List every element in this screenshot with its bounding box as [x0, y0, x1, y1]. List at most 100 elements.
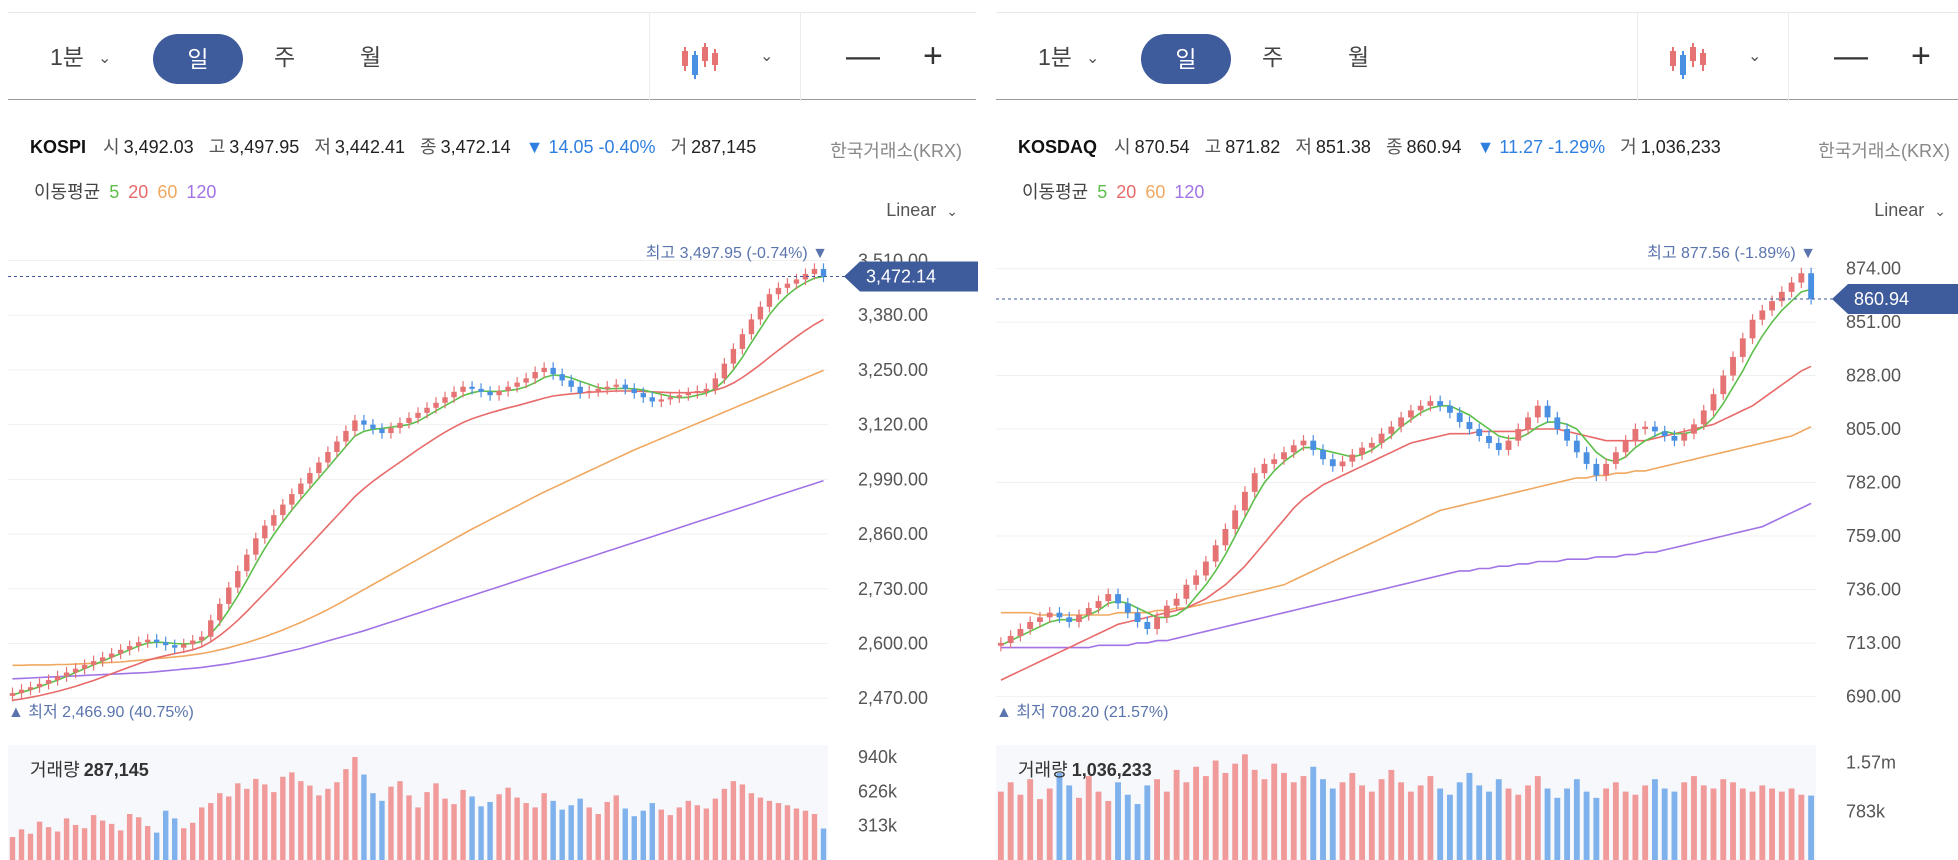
candle-body	[361, 420, 367, 425]
volume-bar	[1037, 799, 1043, 860]
candle-body	[1173, 598, 1180, 606]
candle-body	[1612, 452, 1619, 464]
volume-tick-label: 940k	[858, 747, 898, 767]
volume-bar	[1798, 794, 1805, 860]
candle-body	[1437, 401, 1444, 406]
volume-bar	[217, 793, 223, 860]
candle-body	[81, 664, 88, 669]
volume-bar	[460, 789, 466, 860]
low-value: 851.38	[1315, 137, 1371, 157]
interval-label: 1분	[50, 44, 84, 70]
candle-body	[496, 390, 502, 396]
low-label: 저	[1295, 137, 1312, 157]
candle-body	[1525, 417, 1531, 430]
scale-select[interactable]: Linear ⌄	[1874, 200, 1946, 221]
candle-body	[811, 268, 818, 274]
zoom-in-button[interactable]: +	[1911, 37, 1931, 75]
volume-bar	[388, 786, 394, 860]
chart-type-chevron-down-icon[interactable]: ⌄	[1748, 48, 1762, 65]
volume-bar	[1339, 782, 1346, 860]
candle-body	[307, 473, 313, 484]
candle-body	[135, 642, 142, 646]
volume-bar	[1163, 791, 1170, 860]
ma20-line	[1000, 365, 1812, 681]
candle-body	[1134, 612, 1141, 622]
volume-bar	[253, 778, 259, 860]
tab-day[interactable]: 일	[1141, 34, 1231, 84]
candlestick-icon[interactable]	[680, 41, 724, 81]
tab-month[interactable]: 월	[360, 44, 382, 70]
volume-bar	[1007, 782, 1014, 860]
change-value: ▼ 14.05 -0.40%	[525, 137, 656, 157]
volume-bar	[1730, 782, 1736, 860]
tab-week[interactable]: 주	[1262, 44, 1284, 70]
candle-body	[1222, 529, 1229, 546]
volume-bar	[1261, 779, 1268, 860]
kospi-toolbar: 1분 ⌄ 일 주 월 ⌄ — +	[8, 12, 976, 101]
candle-body	[1212, 545, 1219, 562]
zoom-out-button[interactable]: —	[846, 37, 880, 75]
volume-bar	[1534, 776, 1541, 860]
zoom-out-button[interactable]: —	[1834, 37, 1868, 75]
volume-bar	[72, 824, 79, 860]
tab-day[interactable]: 일	[153, 34, 243, 84]
volume-bar	[1173, 769, 1180, 860]
candle-body	[1573, 440, 1580, 453]
volume-bar	[559, 809, 565, 860]
candle-body	[244, 554, 250, 572]
current-price-label: 3,472.14	[866, 267, 936, 287]
volume-bar	[262, 784, 268, 860]
volume-bar	[748, 793, 755, 860]
volume-bar	[1388, 769, 1395, 860]
exchange-label: 한국거래소(KRX)	[1818, 141, 1950, 161]
scale-select[interactable]: Linear ⌄	[886, 200, 958, 221]
candle-body	[370, 424, 376, 429]
max-price-label: 최고 3,497.95 (-0.74%) ▼	[646, 244, 828, 262]
candle-body	[289, 494, 295, 505]
candle-body	[1730, 356, 1736, 376]
candle-body	[1320, 449, 1326, 460]
volume-bar	[739, 784, 746, 860]
candle-body	[1788, 282, 1795, 292]
volume-bar	[36, 821, 43, 860]
y-tick-label: 2,470.00	[858, 688, 928, 708]
candle-body	[1427, 401, 1434, 406]
candle-body	[721, 363, 728, 379]
kosdaq-chart[interactable]: 874.00 851.00 828.00 805.00 782.00 759.00 736.…	[988, 0, 1958, 860]
kospi-panel: 1분 ⌄ 일 주 월 ⌄ — + KOSPI 시 3,492.03 고 3,497.9…	[0, 0, 978, 860]
volume-bar	[685, 800, 692, 860]
volume-bar	[1251, 769, 1258, 860]
candle-body	[1271, 459, 1278, 464]
candle-body	[397, 422, 403, 429]
candle-body	[1124, 603, 1131, 613]
ma5-line	[1000, 288, 1812, 647]
zoom-in-button[interactable]: +	[923, 37, 943, 75]
chart-type-chevron-down-icon[interactable]: ⌄	[760, 48, 774, 65]
volume-bar	[298, 781, 304, 860]
kospi-chart[interactable]: 3,510.003,380.003,250.003,120.002,990.00…	[0, 0, 978, 860]
candle-body	[18, 689, 25, 694]
volume-bar	[352, 757, 358, 860]
candlestick-icon[interactable]	[1668, 41, 1712, 81]
volume-bar	[730, 781, 737, 860]
tab-month[interactable]: 월	[1348, 44, 1370, 70]
candle-body	[748, 319, 755, 335]
volume-bar	[99, 820, 106, 860]
volume-bar	[676, 807, 683, 860]
tab-week[interactable]: 주	[274, 44, 296, 70]
volume-bar	[1671, 791, 1678, 860]
interval-select-1min[interactable]: 1분 ⌄	[50, 13, 111, 101]
volume-bar	[1583, 791, 1590, 860]
ma5-legend: 5	[109, 182, 120, 202]
high-label: 고	[208, 137, 226, 157]
candle-body	[1603, 463, 1610, 476]
interval-select-1min[interactable]: 1분 ⌄	[1038, 13, 1099, 101]
divider	[1637, 13, 1638, 101]
high-value: 3,497.95	[229, 137, 300, 157]
volume-tick-label: 626k	[858, 781, 898, 801]
volume-bar	[1681, 782, 1688, 860]
candle-body	[415, 412, 421, 418]
candle-body	[1085, 608, 1092, 616]
candle-body	[253, 538, 259, 555]
candle-body	[505, 386, 511, 391]
